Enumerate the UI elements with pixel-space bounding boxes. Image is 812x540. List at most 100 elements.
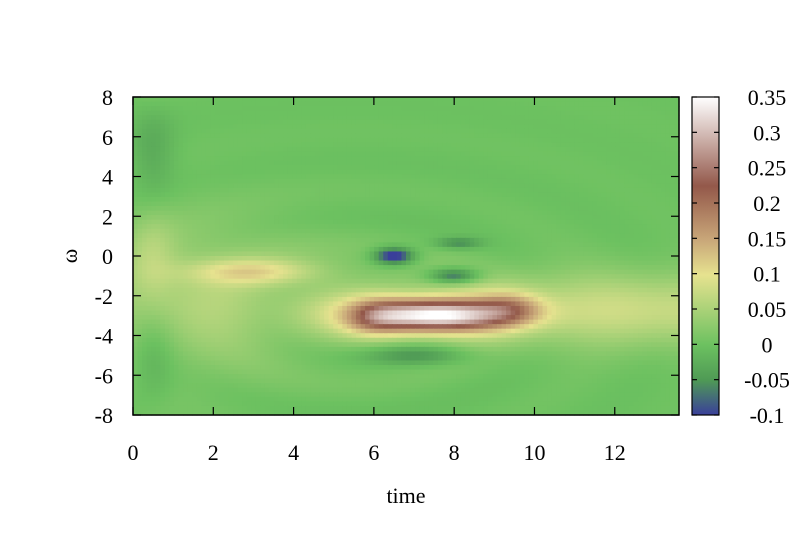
heatmap-cell <box>537 192 544 198</box>
heatmap-cell <box>196 256 202 262</box>
heatmap-cell <box>396 206 403 212</box>
heatmap-cell <box>169 269 175 275</box>
heatmap-cell <box>319 183 325 189</box>
heatmap-cell <box>292 251 298 257</box>
heatmap-cell <box>547 219 553 225</box>
heatmap-cell <box>365 278 371 284</box>
heatmap-cell <box>615 260 621 266</box>
heatmap-cell <box>419 151 425 157</box>
heatmap-cell <box>333 110 339 116</box>
heatmap-cell <box>292 210 298 216</box>
heatmap-cell <box>296 228 302 234</box>
heatmap-cell <box>565 160 571 166</box>
heatmap-cell <box>474 251 480 257</box>
heatmap-cell <box>469 256 475 262</box>
heatmap-cell <box>164 210 170 216</box>
heatmap-cell <box>187 101 193 107</box>
heatmap-cell <box>287 201 293 207</box>
heatmap-cell <box>315 119 321 125</box>
heatmap-cell <box>324 228 330 234</box>
heatmap-cell <box>196 156 202 162</box>
heatmap-cell <box>519 124 525 130</box>
heatmap-cell <box>524 165 530 171</box>
heatmap-cell <box>396 237 403 243</box>
heatmap-cell <box>378 210 384 216</box>
heatmap-cell <box>287 260 293 266</box>
heatmap-cell <box>242 178 248 184</box>
heatmap-cell <box>647 110 653 116</box>
heatmap-cell <box>305 151 312 157</box>
heatmap-cell <box>264 256 271 262</box>
heatmap-cell <box>351 97 357 103</box>
heatmap-cell <box>410 233 416 239</box>
heatmap-cell <box>392 251 398 257</box>
heatmap-cell <box>456 196 462 203</box>
heatmap-cell <box>173 283 180 289</box>
heatmap-cell <box>588 124 594 130</box>
heatmap-cell <box>669 133 676 139</box>
heatmap-cell <box>537 156 544 162</box>
heatmap-cell <box>269 169 275 175</box>
heatmap-cell <box>565 269 571 275</box>
heatmap-cell <box>396 265 403 271</box>
heatmap-cell <box>242 156 248 162</box>
heatmap-cell <box>396 160 403 166</box>
heatmap-cell <box>224 242 230 248</box>
heatmap-cell <box>278 219 284 225</box>
heatmap-cell <box>656 133 662 139</box>
heatmap-cell <box>133 201 139 207</box>
heatmap-cell <box>301 174 307 180</box>
heatmap-cell <box>164 165 170 171</box>
heatmap-cell <box>406 233 412 239</box>
heatmap-cell <box>233 119 239 125</box>
heatmap-cell <box>342 251 348 257</box>
heatmap-cell <box>365 183 371 189</box>
heatmap-cell <box>669 274 676 280</box>
heatmap-cell <box>651 146 657 153</box>
heatmap-cell <box>269 242 275 248</box>
heatmap-cell <box>638 210 644 216</box>
heatmap-cell <box>233 219 239 225</box>
heatmap-cell <box>369 269 375 275</box>
heatmap-cell <box>428 165 434 171</box>
heatmap-cell <box>501 215 507 221</box>
heatmap-cell <box>201 101 207 107</box>
heatmap-cell <box>469 269 475 275</box>
heatmap-cell <box>551 160 557 166</box>
heatmap-cell <box>619 251 625 257</box>
heatmap-cell <box>178 224 184 230</box>
heatmap-cell <box>283 210 289 216</box>
heatmap-cell <box>278 237 284 243</box>
heatmap-cell <box>210 174 216 180</box>
heatmap-cell <box>233 183 239 189</box>
heatmap-cell <box>151 151 157 157</box>
heatmap-cell <box>469 178 475 184</box>
heatmap-cell <box>606 156 612 162</box>
heatmap-cell <box>287 160 293 166</box>
heatmap-cell <box>615 110 621 116</box>
heatmap-cell <box>337 187 343 193</box>
heatmap-cell <box>151 260 157 266</box>
heatmap-cell <box>483 119 489 125</box>
heatmap-cell <box>192 224 198 230</box>
heatmap-cell <box>369 187 375 193</box>
heatmap-cell <box>305 196 312 203</box>
heatmap-cell <box>492 246 498 253</box>
heatmap-cell <box>560 187 566 193</box>
heatmap-cell <box>274 269 280 275</box>
heatmap-cell <box>315 260 321 266</box>
heatmap-cell <box>465 246 471 253</box>
heatmap-cell <box>465 183 471 189</box>
heatmap-cell <box>478 237 484 243</box>
heatmap-cell <box>638 146 644 153</box>
heatmap-cell <box>178 165 184 171</box>
heatmap-cell <box>624 215 630 221</box>
heatmap-cell <box>237 174 243 180</box>
heatmap-cell <box>501 260 507 266</box>
heatmap-cell <box>255 224 261 230</box>
heatmap-cell <box>501 115 507 121</box>
heatmap-cell <box>406 187 412 193</box>
heatmap-cell <box>446 142 453 148</box>
heatmap-cell <box>155 174 161 180</box>
heatmap-cell <box>283 237 289 243</box>
